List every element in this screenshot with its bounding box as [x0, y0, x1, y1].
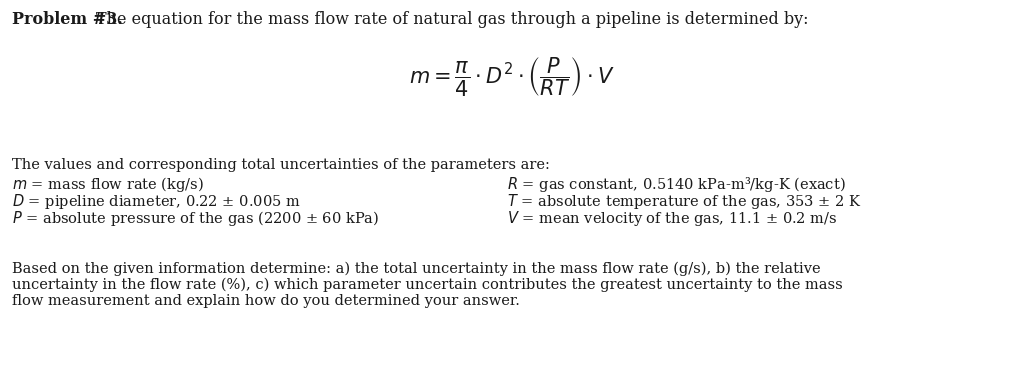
Text: $m$ = mass flow rate (kg/s): $m$ = mass flow rate (kg/s): [12, 175, 204, 194]
Text: uncertainty in the flow rate (%), c) which parameter uncertain contributes the g: uncertainty in the flow rate (%), c) whi…: [12, 278, 843, 292]
Text: Based on the given information determine: a) the total uncertainty in the mass f: Based on the given information determine…: [12, 262, 821, 276]
Text: $V$ = mean velocity of the gas, 11.1 ± 0.2 m/s: $V$ = mean velocity of the gas, 11.1 ± 0…: [507, 209, 838, 228]
Text: The equation for the mass flow rate of natural gas through a pipeline is determi: The equation for the mass flow rate of n…: [96, 11, 809, 28]
Text: $P$ = absolute pressure of the gas (2200 ± 60 kPa): $P$ = absolute pressure of the gas (2200…: [12, 209, 380, 228]
Text: $T$ = absolute temperature of the gas, 353 ± 2 K: $T$ = absolute temperature of the gas, 3…: [507, 192, 861, 211]
Text: $m = \dfrac{\pi}{4} \cdot D^2 \cdot \left(\dfrac{P}{RT}\right) \cdot V$: $m = \dfrac{\pi}{4} \cdot D^2 \cdot \lef…: [410, 55, 614, 98]
Text: $R$ = gas constant, 0.5140 kPa-m³/kg-K (exact): $R$ = gas constant, 0.5140 kPa-m³/kg-K (…: [507, 175, 846, 194]
Text: The values and corresponding total uncertainties of the parameters are:: The values and corresponding total uncer…: [12, 158, 550, 172]
Text: Problem #3.: Problem #3.: [12, 11, 123, 28]
Text: $D$ = pipeline diameter, 0.22 ± 0.005 m: $D$ = pipeline diameter, 0.22 ± 0.005 m: [12, 192, 301, 211]
Text: flow measurement and explain how do you determined your answer.: flow measurement and explain how do you …: [12, 294, 520, 308]
